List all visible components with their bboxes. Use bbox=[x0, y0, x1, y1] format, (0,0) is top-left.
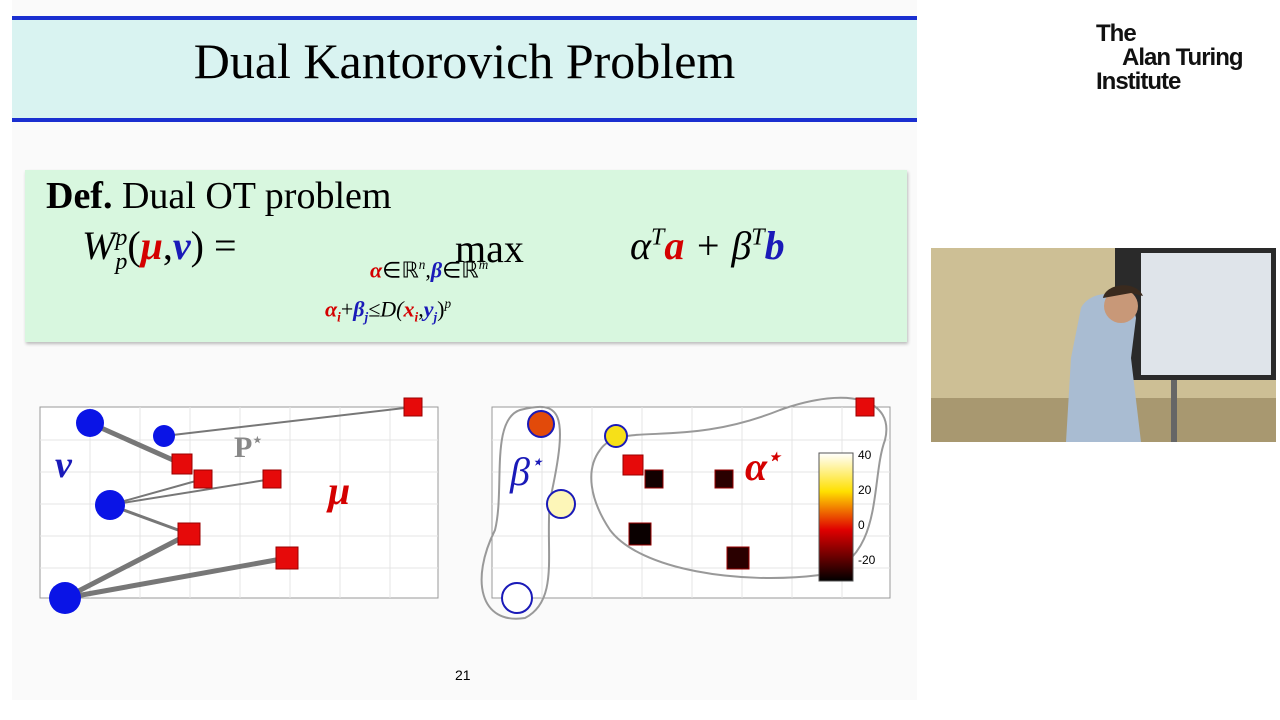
plan: P bbox=[234, 431, 252, 464]
plus: + bbox=[340, 296, 354, 322]
alpha-label: α⋆ bbox=[745, 444, 782, 489]
n: n bbox=[418, 257, 426, 272]
left-plot: ν μ P⋆ bbox=[39, 397, 439, 614]
definition-heading: Def. Dual OT problem bbox=[46, 174, 391, 218]
mu: μ bbox=[140, 223, 163, 268]
b: b bbox=[764, 223, 785, 268]
sub: p bbox=[115, 248, 128, 275]
plan-label: P⋆ bbox=[234, 431, 262, 464]
nu-points bbox=[49, 409, 175, 614]
colorbar-tick-label: 40 bbox=[858, 448, 872, 462]
close: ) bbox=[437, 296, 445, 322]
logo: The Alan Turing Institute bbox=[1096, 20, 1244, 95]
def-label: Def. bbox=[46, 175, 113, 217]
colorbar bbox=[818, 452, 854, 582]
colorbar-tick-label: 0 bbox=[858, 518, 865, 532]
beta-label: β⋆ bbox=[509, 449, 544, 494]
beta: β bbox=[353, 296, 365, 322]
le: ≤D( bbox=[368, 296, 404, 322]
speaker-video bbox=[931, 248, 1276, 442]
paren: ) = bbox=[190, 223, 237, 268]
logo-line: The bbox=[1096, 20, 1137, 47]
beta: β bbox=[430, 257, 443, 283]
comma: , bbox=[425, 257, 431, 283]
definition-box bbox=[25, 170, 907, 342]
constraint-2: αi+βj≤D(xi,yj)p bbox=[325, 296, 451, 326]
beta-star: ⋆ bbox=[530, 449, 544, 474]
def-heading: Dual OT problem bbox=[121, 175, 392, 217]
alpha: α bbox=[630, 223, 651, 268]
mu-label: μ bbox=[326, 468, 350, 513]
sup: p bbox=[115, 224, 128, 251]
plus: + β bbox=[694, 223, 752, 268]
alpha-star: ⋆ bbox=[767, 444, 782, 469]
colorbar-tick-label: -20 bbox=[858, 553, 876, 567]
slide-title: Dual Kantorovich Problem bbox=[193, 33, 736, 89]
colorbar-ticks: 40 20 0 -20 bbox=[858, 448, 876, 567]
m: m bbox=[478, 257, 489, 272]
plan-star: ⋆ bbox=[252, 432, 262, 449]
yj: j bbox=[433, 309, 438, 325]
transport-lines bbox=[62, 406, 414, 601]
beta-region bbox=[480, 406, 561, 620]
constraint-1: α∈ℝn,β∈ℝm bbox=[370, 257, 488, 283]
mu-points bbox=[171, 397, 423, 570]
t: T bbox=[651, 224, 665, 251]
p: p bbox=[444, 296, 452, 311]
logo-line: Alan Turing bbox=[1122, 44, 1244, 71]
objective: αTa + βTb bbox=[630, 222, 785, 269]
in: ∈ℝ bbox=[382, 257, 419, 283]
page-number: 21 bbox=[455, 667, 471, 683]
nu-label: ν bbox=[55, 444, 73, 486]
y: y bbox=[423, 296, 434, 322]
alpha: α bbox=[370, 257, 383, 283]
i: i bbox=[337, 309, 341, 325]
a: a bbox=[664, 223, 685, 268]
logo-line: Institute bbox=[1096, 68, 1181, 95]
t: T bbox=[751, 224, 765, 251]
nu: ν bbox=[172, 223, 191, 268]
alpha-points bbox=[622, 397, 875, 570]
comma: , bbox=[418, 296, 424, 322]
operator: max bbox=[455, 226, 524, 271]
alpha-region bbox=[590, 396, 888, 579]
beta-points bbox=[501, 410, 628, 614]
in: ∈ℝ bbox=[442, 257, 479, 283]
x: x bbox=[403, 296, 415, 322]
comma: , bbox=[162, 223, 173, 268]
xi: i bbox=[414, 309, 419, 325]
alpha: α bbox=[325, 296, 338, 322]
colorbar-tick-label: 20 bbox=[858, 483, 872, 497]
paren: ( bbox=[127, 223, 141, 268]
beta: β bbox=[509, 449, 530, 494]
j: j bbox=[364, 309, 369, 325]
alpha: α bbox=[745, 444, 768, 489]
w: W bbox=[82, 223, 116, 268]
title-band bbox=[12, 16, 917, 122]
